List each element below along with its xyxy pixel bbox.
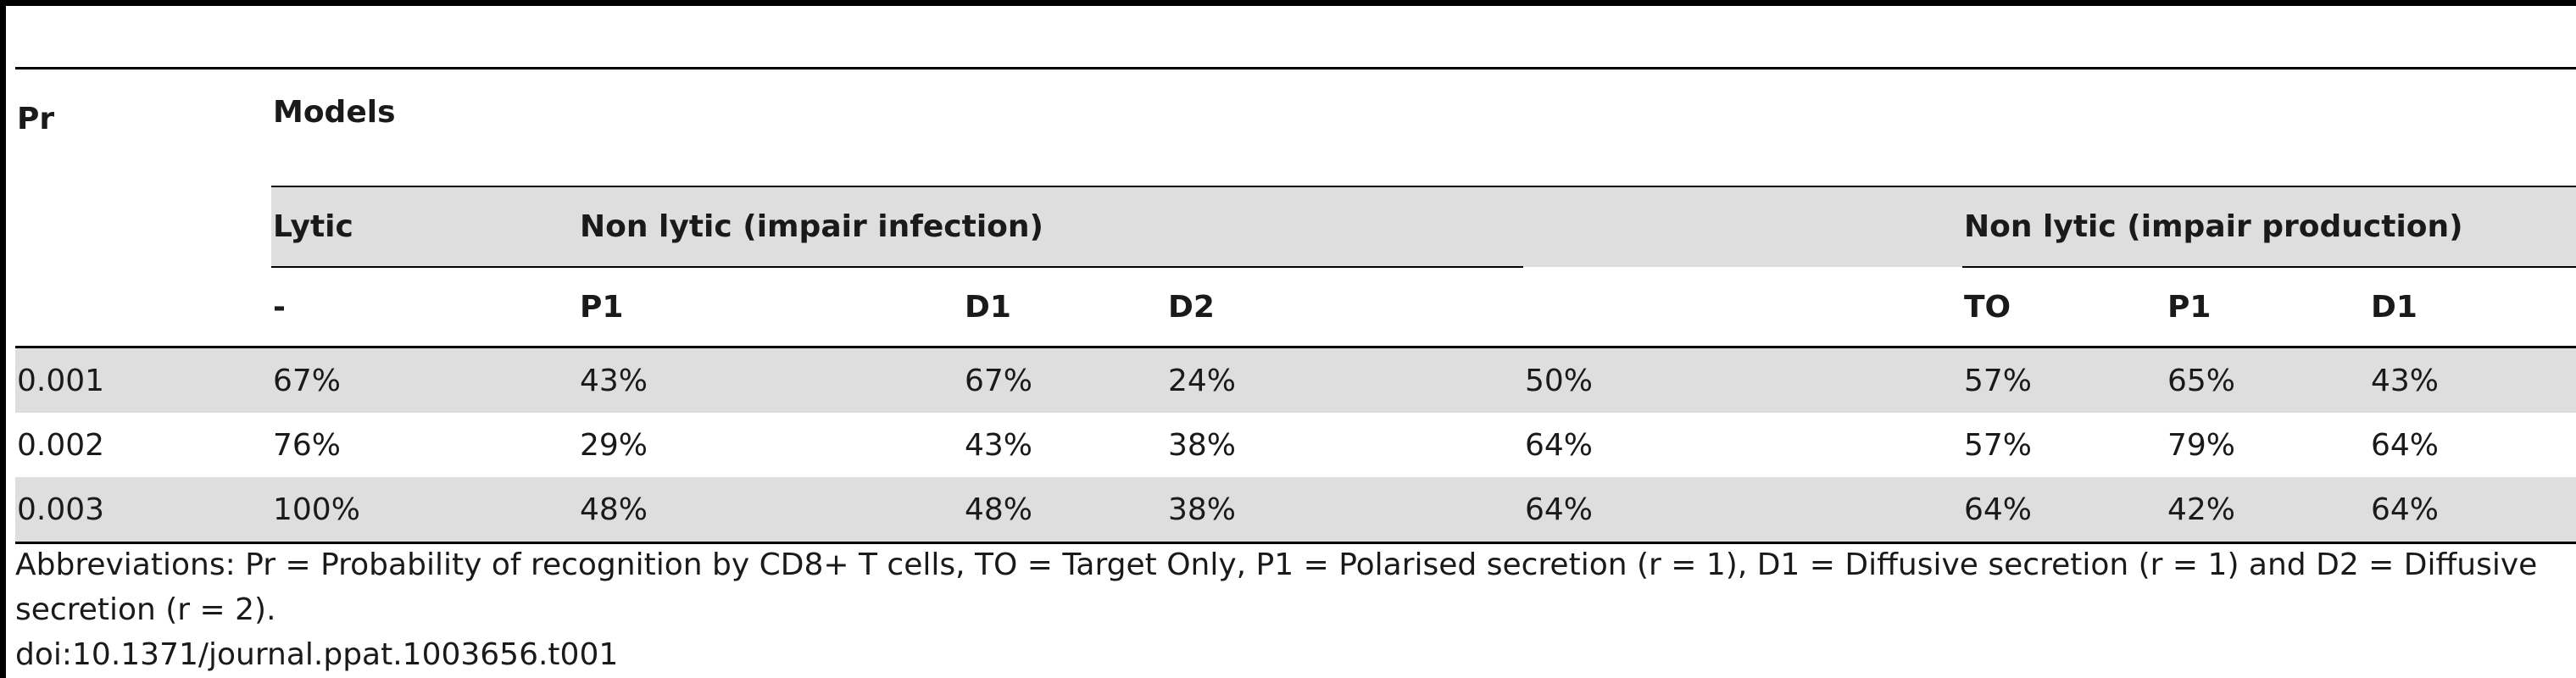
table-row: 0.003 100% 48% 48% 38% 64% 64% 42% 64% [15,477,2576,544]
cell: 67% [271,346,578,413]
subheader-d2-infection: D2 [1166,266,1523,347]
cell: 43% [578,346,963,413]
header-nonlytic-infection: Non lytic (impair infection) [578,186,1523,267]
top-rule [0,0,2576,6]
cell-pr: 0.001 [15,346,271,413]
cell: 100% [271,477,578,544]
cell: 38% [1166,413,1523,477]
cell: 29% [578,413,963,477]
cell: 64% [1962,477,2166,544]
cell: 57% [1962,346,2166,413]
header-nonlytic-production: Non lytic (impair production) [1962,186,2576,267]
table-row: 0.001 67% 43% 67% 24% 50% 57% 65% 43% [15,346,2576,413]
cell: 42% [2166,477,2369,544]
cell-pr: 0.003 [15,477,271,544]
table-footnote: Abbreviations: Pr = Probability of recog… [15,547,2538,627]
subheader-gap [1523,267,1962,347]
header-models: Models [271,67,2576,186]
cell: 50% [1523,346,1962,413]
results-table: Pr Models Lytic Non lytic (impair infect… [15,67,2576,544]
cell: 76% [271,413,578,477]
cell: 48% [963,477,1166,544]
table-header-row-subheaders: - P1 D1 D2 TO P1 D1 D2 [15,266,2576,347]
header-gap [1523,186,1962,267]
cell: 64% [2369,413,2576,477]
cell: 65% [2166,346,2369,413]
cell-pr: 0.002 [15,413,271,477]
left-rule [0,0,6,678]
cell: 64% [1523,477,1962,544]
header-pr: Pr [15,67,271,347]
cell: 43% [963,413,1166,477]
subheader-p1-infection: P1 [578,266,963,347]
table-header-row-models: Pr Models [15,67,2576,347]
cell: 38% [1166,477,1523,544]
cell: 64% [2369,477,2576,544]
doi-link[interactable]: doi:10.1371/journal.ppat.1003656.t001 [15,637,619,672]
header-lytic: Lytic [271,186,578,267]
table-header-row-groups: Lytic Non lytic (impair infection) Non l… [15,186,2576,267]
subheader-p1-production: P1 [2166,266,2369,347]
subheader-lytic: - [271,266,578,347]
table-row: 0.002 76% 29% 43% 38% 64% 57% 79% 64% [15,413,2576,477]
cell: 67% [963,346,1166,413]
cell: 79% [2166,413,2369,477]
subheader-d1-infection: D1 [963,266,1166,347]
cell: 57% [1962,413,2166,477]
subheader-d1-production: D1 [2369,266,2576,347]
subheader-to-production: TO [1962,266,2166,347]
cell: 64% [1523,413,1962,477]
cell: 48% [578,477,963,544]
cell: 43% [2369,346,2576,413]
cell: 24% [1166,346,1523,413]
